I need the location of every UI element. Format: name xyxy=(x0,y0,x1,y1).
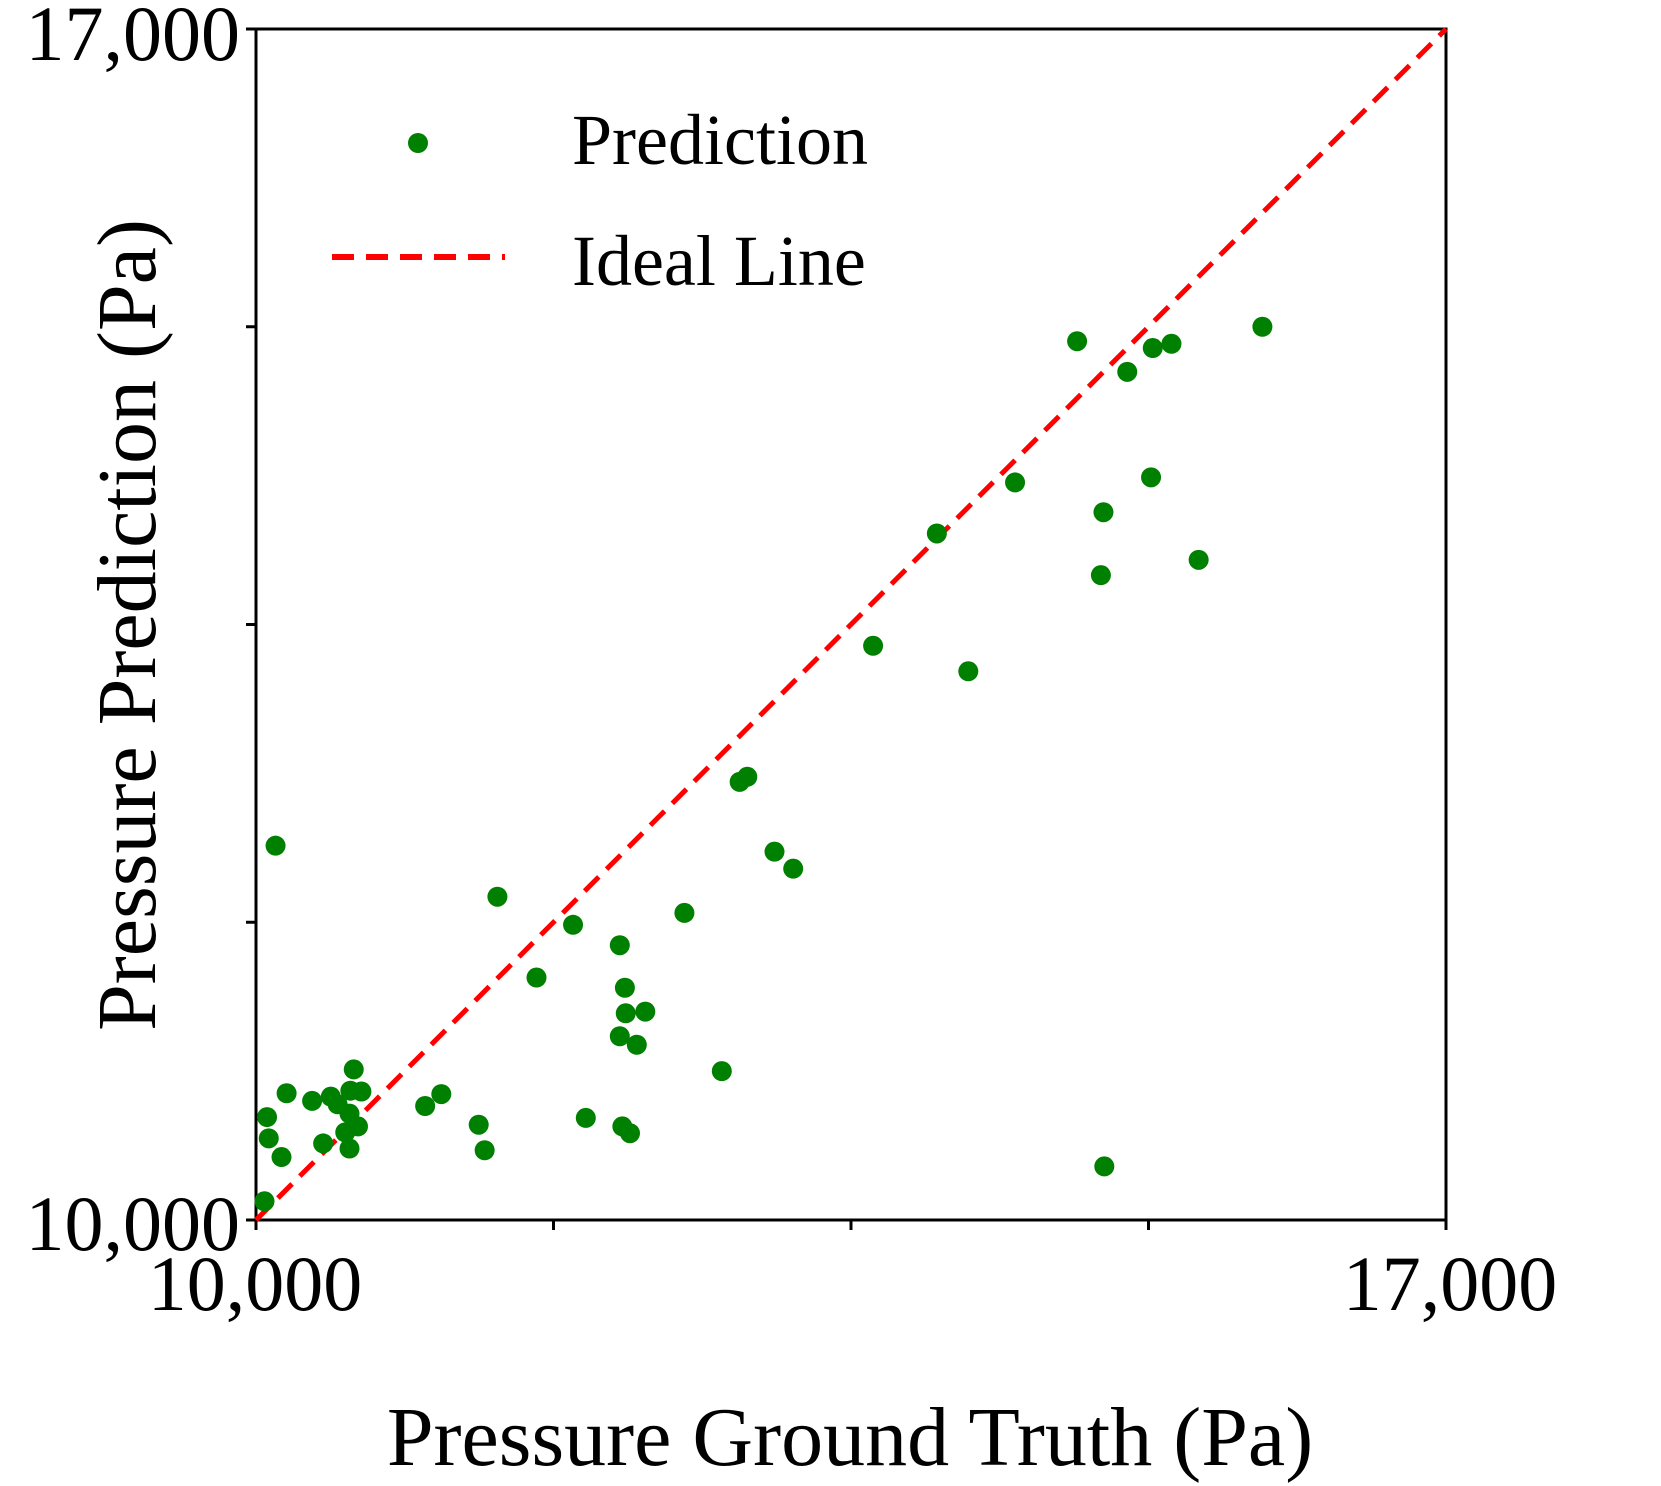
prediction-point xyxy=(863,635,884,656)
y-tick-label-max: 17,000 xyxy=(26,0,241,77)
axes-layer xyxy=(246,27,1448,1230)
prediction-point xyxy=(1090,565,1111,586)
prediction-point xyxy=(1252,316,1273,337)
x-axis-label: Pressure Ground Truth (Pa) xyxy=(387,1391,1313,1484)
prediction-point xyxy=(254,1191,275,1212)
prediction-point xyxy=(276,1083,297,1104)
ideal-line-layer xyxy=(254,27,1448,1222)
legend: Prediction Ideal Line xyxy=(332,100,868,301)
prediction-point xyxy=(563,914,584,935)
prediction-point xyxy=(783,858,804,879)
prediction-point xyxy=(343,1059,364,1080)
prediction-point xyxy=(339,1138,360,1159)
prediction-point xyxy=(1094,1156,1115,1177)
prediction-point xyxy=(351,1081,372,1102)
prediction-point xyxy=(1117,361,1138,382)
prediction-point xyxy=(575,1107,596,1128)
prediction-point xyxy=(468,1114,489,1135)
y-tick-label-min: 10,000 xyxy=(26,1180,241,1267)
prediction-point xyxy=(1188,549,1209,570)
ideal-line xyxy=(254,27,1448,1222)
legend-prediction-label: Prediction xyxy=(572,100,868,180)
prediction-point xyxy=(674,902,695,923)
prediction-point xyxy=(257,1107,278,1128)
prediction-point xyxy=(415,1096,436,1117)
prediction-point xyxy=(1141,467,1162,488)
x-tick-label-max: 17,000 xyxy=(1343,1240,1558,1327)
prediction-point xyxy=(526,967,547,988)
prediction-point xyxy=(620,1123,640,1144)
prediction-point xyxy=(1067,331,1088,352)
prediction-point xyxy=(926,523,947,544)
x-tick-label-min: 10,000 xyxy=(148,1240,363,1327)
prediction-point xyxy=(348,1116,368,1137)
prediction-point xyxy=(487,886,508,907)
prediction-points-layer xyxy=(254,316,1273,1212)
prediction-point xyxy=(614,977,635,998)
prediction-point xyxy=(313,1133,334,1154)
prediction-point xyxy=(1093,502,1114,523)
prediction-point xyxy=(764,841,785,862)
prediction-point xyxy=(635,1001,656,1022)
y-axis-label: Pressure Prediction (Pa) xyxy=(81,219,174,1031)
prediction-point xyxy=(431,1084,452,1105)
prediction-point xyxy=(265,835,286,856)
prediction-point xyxy=(258,1128,279,1149)
prediction-point xyxy=(737,766,758,787)
prediction-point xyxy=(615,1003,636,1024)
prediction-point xyxy=(609,1026,630,1047)
prediction-point xyxy=(271,1147,292,1168)
prediction-point xyxy=(626,1034,647,1055)
prediction-point xyxy=(958,661,979,682)
prediction-point xyxy=(302,1090,323,1111)
prediction-point xyxy=(711,1061,732,1082)
prediction-point xyxy=(1161,333,1182,354)
prediction-point xyxy=(1005,472,1026,493)
prediction-point xyxy=(1142,338,1163,359)
text-layer: Pressure Ground Truth (Pa) Pressure Pred… xyxy=(26,0,1558,1484)
prediction-point xyxy=(609,935,630,956)
legend-prediction-marker xyxy=(408,133,428,153)
prediction-point xyxy=(474,1140,495,1161)
legend-ideal-line-label: Ideal Line xyxy=(572,221,866,301)
